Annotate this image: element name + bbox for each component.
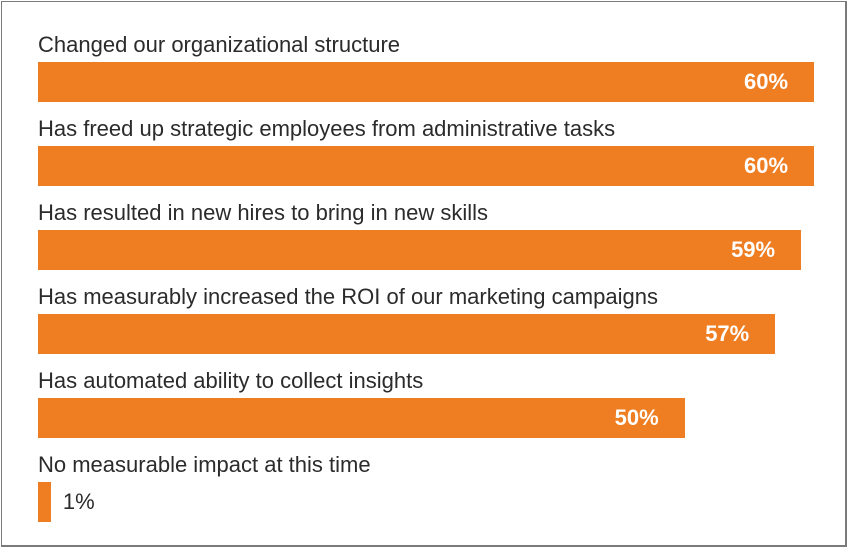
value-label: 59% — [731, 237, 776, 262]
category-label: Has automated ability to collect insight… — [38, 368, 424, 393]
bar — [38, 146, 814, 186]
category-label: No measurable impact at this time — [38, 452, 371, 477]
category-label: Has measurably increased the ROI of our … — [38, 284, 658, 309]
category-label: Has resulted in new hires to bring in ne… — [38, 200, 488, 225]
value-label: 1% — [62, 489, 95, 514]
value-label: 57% — [705, 321, 750, 346]
bar — [38, 62, 814, 102]
category-label: Has freed up strategic employees from ad… — [38, 116, 616, 141]
bar — [38, 482, 51, 522]
bar — [38, 398, 685, 438]
bar — [38, 314, 776, 354]
value-label: 50% — [614, 405, 659, 430]
value-label: 60% — [744, 153, 789, 178]
bar — [38, 230, 802, 270]
category-label: Changed our organizational structure — [38, 32, 401, 57]
value-label: 60% — [744, 69, 789, 94]
